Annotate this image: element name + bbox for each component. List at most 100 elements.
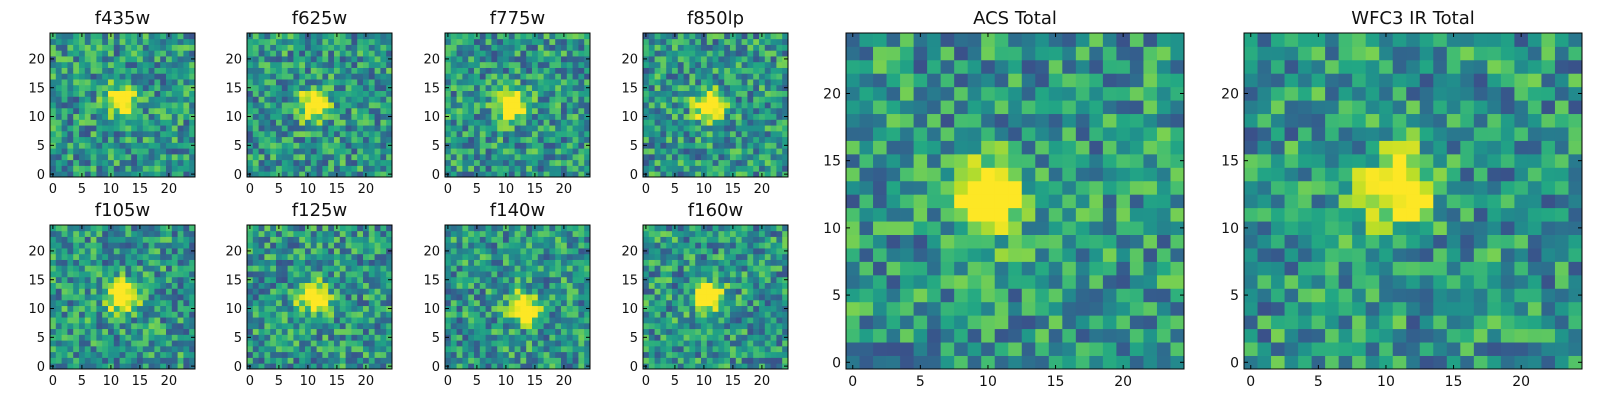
heatmap-cell bbox=[380, 102, 387, 109]
heatmap-cell bbox=[183, 357, 190, 364]
heatmap-cell bbox=[61, 271, 68, 278]
y-tick-label: 20 bbox=[225, 245, 242, 260]
heatmap-cell bbox=[572, 148, 579, 155]
heatmap-cell bbox=[183, 317, 190, 324]
heatmap-cell bbox=[730, 90, 737, 97]
heatmap-cell bbox=[782, 79, 789, 86]
heatmap-cell bbox=[154, 230, 161, 237]
heatmap-cell bbox=[73, 165, 80, 172]
heatmap-cell bbox=[351, 288, 358, 295]
heatmap-cell bbox=[753, 165, 760, 172]
heatmap-cell bbox=[316, 119, 323, 126]
heatmap-cell bbox=[345, 317, 352, 324]
heatmap-cell bbox=[660, 148, 667, 155]
heatmap-cell bbox=[252, 253, 259, 260]
heatmap-cell bbox=[520, 288, 527, 295]
heatmap-cell bbox=[102, 282, 109, 289]
heatmap-cell bbox=[543, 107, 550, 115]
heatmap-cell bbox=[747, 363, 754, 370]
heatmap-cell bbox=[514, 236, 521, 243]
heatmap-cell bbox=[102, 253, 109, 260]
heatmap-cell bbox=[252, 363, 259, 370]
heatmap-cell bbox=[351, 334, 358, 341]
heatmap-cell bbox=[287, 148, 294, 155]
heatmap-cell bbox=[177, 282, 184, 289]
heatmap-cell bbox=[782, 357, 789, 364]
heatmap-cell bbox=[689, 148, 696, 155]
heatmap-cell bbox=[281, 61, 288, 68]
heatmap-cell bbox=[339, 351, 346, 358]
heatmap-cell bbox=[753, 311, 760, 318]
heatmap-cell bbox=[67, 265, 74, 272]
heatmap-cell bbox=[293, 259, 300, 266]
heatmap-cell bbox=[537, 159, 544, 166]
heatmap-cell bbox=[450, 345, 457, 353]
heatmap-cell bbox=[148, 61, 155, 68]
heatmap-cell bbox=[160, 265, 167, 272]
heatmap-cell bbox=[753, 294, 760, 301]
heatmap-cell bbox=[316, 230, 323, 237]
heatmap-cell bbox=[154, 248, 161, 255]
heatmap-cell bbox=[357, 265, 364, 272]
heatmap-cell bbox=[380, 317, 387, 324]
heatmap-cell bbox=[578, 299, 585, 307]
heatmap-cell bbox=[701, 322, 708, 330]
heatmap-cell bbox=[537, 102, 544, 109]
heatmap-cell bbox=[96, 79, 103, 86]
heatmap-cell bbox=[380, 136, 387, 143]
heatmap-cell bbox=[357, 282, 364, 289]
heatmap-cell bbox=[677, 50, 684, 57]
heatmap-cell bbox=[584, 38, 591, 45]
heatmap-cell bbox=[462, 125, 469, 132]
heatmap-cell bbox=[735, 107, 742, 115]
heatmap-cell bbox=[584, 130, 591, 138]
heatmap-cell bbox=[148, 142, 155, 149]
heatmap-cell bbox=[84, 322, 91, 330]
heatmap-cell bbox=[561, 44, 568, 51]
heatmap-cell bbox=[468, 102, 475, 109]
x-tick-label: 20 bbox=[161, 374, 178, 389]
heatmap-cell bbox=[137, 165, 144, 172]
heatmap-cell bbox=[526, 248, 533, 255]
heatmap-cell bbox=[776, 73, 783, 80]
heatmap-cell bbox=[695, 56, 702, 63]
heatmap-cell bbox=[753, 328, 760, 335]
heatmap-cell bbox=[96, 322, 103, 330]
heatmap-cell bbox=[701, 102, 708, 109]
heatmap-cell bbox=[154, 119, 161, 126]
heatmap-cell bbox=[374, 253, 381, 260]
heatmap-cell bbox=[113, 271, 120, 278]
heatmap-cell bbox=[537, 328, 544, 335]
heatmap-cell bbox=[79, 276, 86, 283]
heatmap-cell bbox=[55, 311, 62, 318]
heatmap-cell bbox=[96, 357, 103, 364]
heatmap-cell bbox=[137, 242, 144, 249]
heatmap-cell bbox=[450, 294, 457, 301]
heatmap-cell bbox=[474, 271, 481, 278]
heatmap-cell bbox=[468, 299, 475, 307]
heatmap-cell bbox=[73, 84, 80, 91]
heatmap-cell bbox=[456, 148, 463, 155]
heatmap-cell bbox=[293, 311, 300, 318]
heatmap-cell bbox=[339, 259, 346, 266]
heatmap-cell bbox=[520, 328, 527, 335]
heatmap-cell bbox=[672, 38, 679, 45]
heatmap-cell bbox=[491, 276, 498, 283]
heatmap-cell bbox=[462, 56, 469, 63]
heatmap-cell bbox=[73, 130, 80, 138]
heatmap-cell bbox=[270, 44, 277, 51]
heatmap-cell bbox=[689, 79, 696, 86]
heatmap-cell bbox=[503, 328, 510, 335]
heatmap-cell bbox=[183, 294, 190, 301]
heatmap-cell bbox=[137, 96, 144, 103]
heatmap-cell bbox=[183, 276, 190, 283]
heatmap-cell bbox=[666, 328, 673, 335]
heatmap-cell bbox=[770, 102, 777, 109]
heatmap-cell bbox=[351, 38, 358, 45]
heatmap-cell bbox=[113, 276, 120, 283]
heatmap-cell bbox=[677, 38, 684, 45]
heatmap-cell bbox=[79, 282, 86, 289]
heatmap-cell bbox=[718, 96, 725, 103]
heatmap-cell bbox=[368, 357, 375, 364]
heatmap-cell bbox=[468, 236, 475, 243]
